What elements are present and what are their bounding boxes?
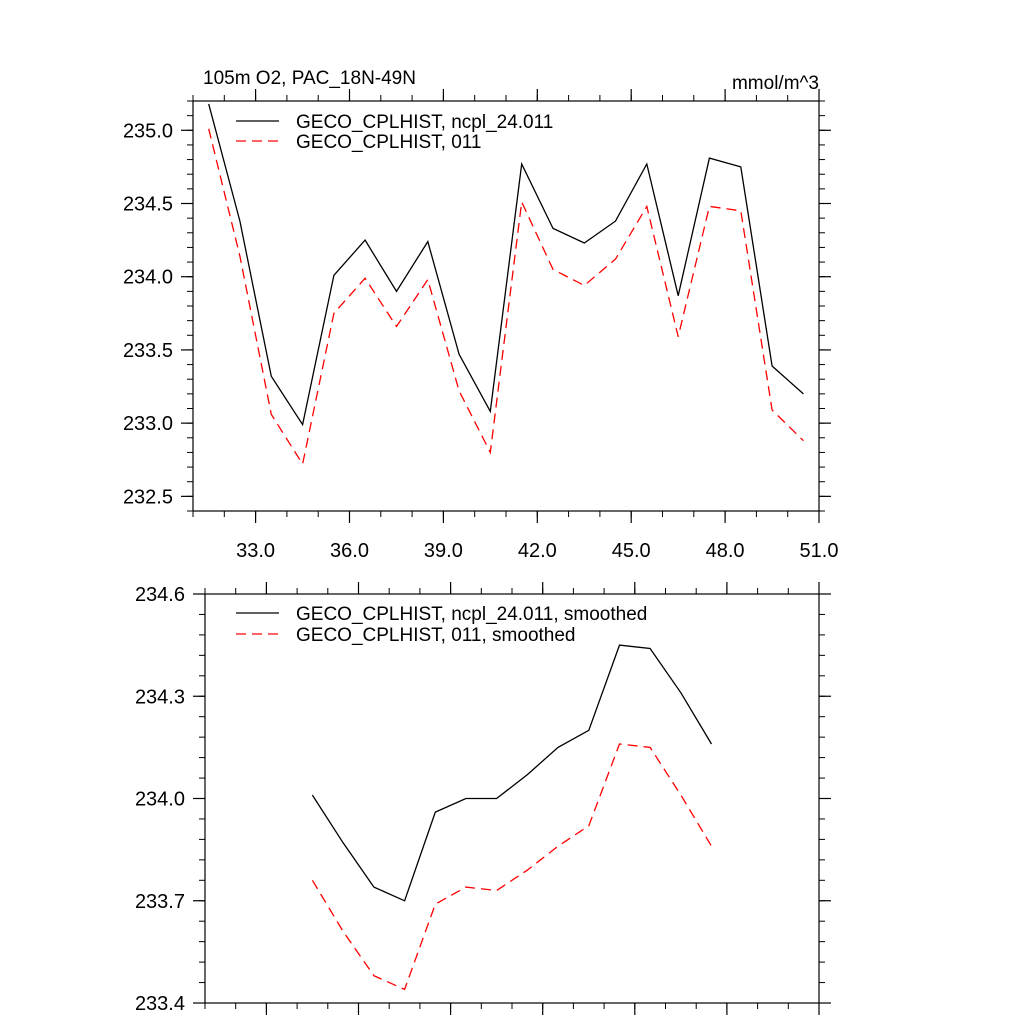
bottom-ytick-label: 233.7 bbox=[135, 891, 185, 913]
bottom-ticks: 233.4 233.7 234.0 234.3 234.6 bbox=[135, 582, 831, 1015]
bottom-series-layer bbox=[311, 644, 713, 991]
bottom-ytick-label: 234.3 bbox=[135, 686, 185, 708]
top-xtick-label: 39.0 bbox=[424, 540, 463, 562]
top-ytick-label: 232.5 bbox=[123, 486, 173, 508]
top-xtick-label: 51.0 bbox=[800, 540, 839, 562]
top-ytick-label: 233.5 bbox=[123, 340, 173, 362]
top-xtick-label: 33.0 bbox=[236, 540, 275, 562]
top-xtick-label: 45.0 bbox=[612, 540, 651, 562]
top-ytick-label: 235.0 bbox=[123, 120, 173, 142]
top-panel: 232.5 233.0 233.5 234.0 234.5 235.0 33.0 36.0 39… bbox=[123, 68, 839, 562]
top-series-line-1 bbox=[208, 128, 804, 466]
bottom-plot-frame bbox=[204, 593, 820, 1004]
top-series-line-0 bbox=[208, 103, 804, 427]
top-ytick-label: 233.0 bbox=[123, 413, 173, 435]
top-units: mmol/m^3 bbox=[732, 73, 819, 94]
top-legend: GECO_CPLHIST, ncpl_24.011 GECO_CPLHIST, … bbox=[236, 112, 553, 153]
top-xtick-label: 48.0 bbox=[706, 540, 745, 562]
bottom-series-line-0 bbox=[311, 644, 713, 902]
bottom-legend: GECO_CPLHIST, ncpl_24.011, smoothed GECO… bbox=[236, 604, 647, 646]
top-xtick-label: 36.0 bbox=[330, 540, 369, 562]
top-xtick-label: 42.0 bbox=[518, 540, 557, 562]
bottom-series-line-1 bbox=[311, 743, 713, 991]
top-ytick-label: 234.0 bbox=[123, 267, 173, 289]
top-series-layer bbox=[208, 103, 804, 466]
bottom-ytick-label: 234.6 bbox=[135, 584, 185, 606]
top-legend-label-0: GECO_CPLHIST, ncpl_24.011 bbox=[296, 112, 553, 133]
top-title: 105m O2, PAC_18N-49N bbox=[203, 68, 416, 89]
top-ytick-label: 234.5 bbox=[123, 194, 173, 216]
bottom-legend-label-1: GECO_CPLHIST, 011, smoothed bbox=[296, 625, 576, 646]
top-legend-label-1: GECO_CPLHIST, 011 bbox=[296, 132, 482, 153]
top-ticks: 232.5 233.0 233.5 234.0 234.5 235.0 33.0 36.0 39… bbox=[123, 89, 839, 562]
bottom-ytick-label: 233.4 bbox=[135, 993, 185, 1015]
bottom-ytick-label: 234.0 bbox=[135, 789, 185, 811]
bottom-legend-label-0: GECO_CPLHIST, ncpl_24.011, smoothed bbox=[296, 604, 647, 625]
bottom-panel: 233.4 233.7 234.0 234.3 234.6 GECO_CPLHIST, … bbox=[135, 582, 831, 1015]
